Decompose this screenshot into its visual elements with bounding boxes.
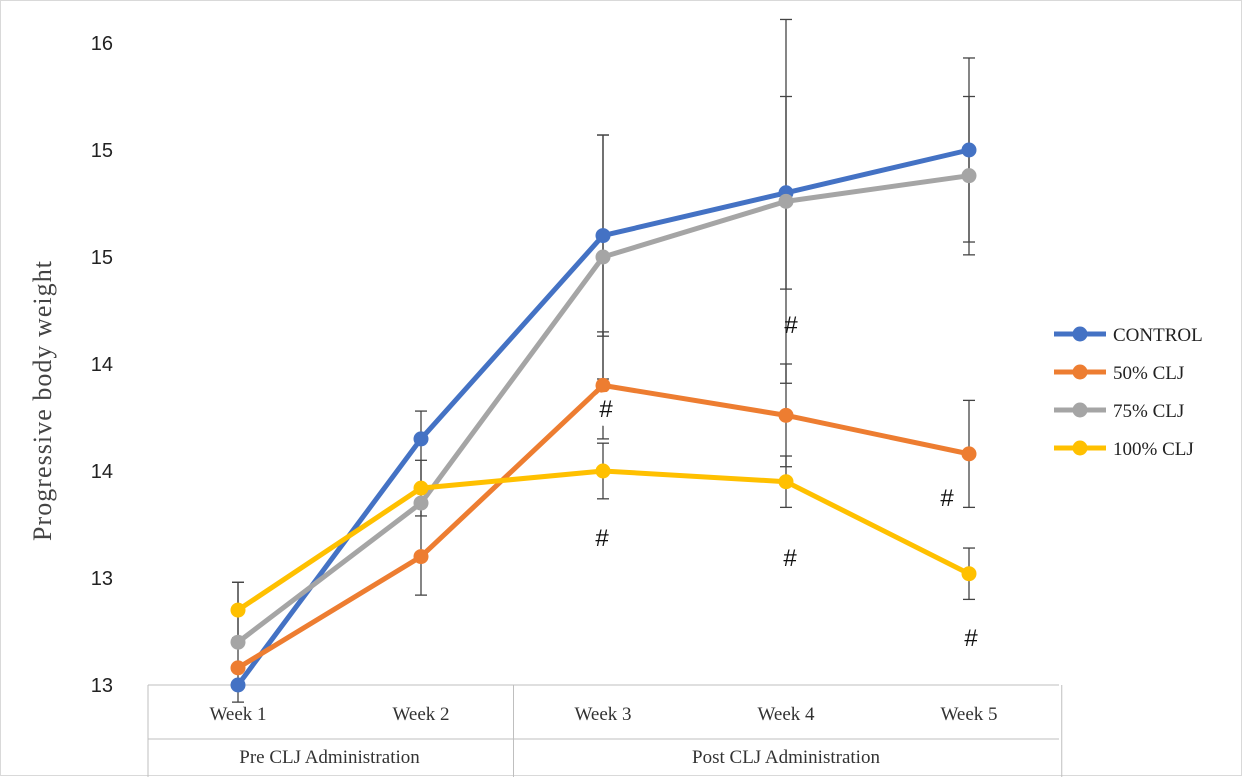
axis-layer: 13 13 14 14 15 15 16 Week 1 Week 2 Week 3 Week 4 We…: [91, 33, 1063, 777]
error-bars-layer: [232, 18, 975, 703]
legend-entry-label: 100% CLJ: [1113, 439, 1194, 460]
significance-mark: #: [783, 545, 797, 572]
significance-mark: #: [784, 312, 798, 339]
data-point: [230, 660, 246, 676]
data-point: [413, 495, 429, 511]
data-point: [595, 249, 611, 265]
legend-entry-label: 50% CLJ: [1113, 363, 1184, 384]
x-group-label: Pre CLJ Administration: [239, 747, 420, 768]
y-tick-label: 14: [91, 461, 113, 483]
legend: CONTROL 50% CLJ 75% CLJ 100% CLJ: [1054, 325, 1203, 460]
y-tick-label: 13: [91, 675, 113, 697]
annotation-backdrop: [589, 392, 623, 426]
y-tick-label: 16: [91, 33, 113, 55]
series-points-layer: [230, 142, 977, 693]
data-point: [961, 446, 977, 462]
significance-mark: #: [940, 485, 954, 512]
legend-entry-label: 75% CLJ: [1113, 401, 1184, 422]
data-point: [595, 463, 611, 479]
data-point: [413, 431, 429, 447]
significance-mark: #: [595, 525, 609, 552]
data-point: [413, 480, 429, 496]
y-tick-label: 13: [91, 568, 113, 590]
x-group-label: Post CLJ Administration: [692, 747, 880, 768]
y-tick-label: 14: [91, 354, 113, 376]
data-point: [230, 602, 246, 618]
legend-swatch-marker: [1072, 402, 1088, 418]
x-tick-label: Week 4: [757, 704, 815, 725]
data-point: [230, 677, 246, 693]
data-point: [961, 566, 977, 582]
x-tick-label: Week 5: [940, 704, 997, 725]
data-point: [230, 634, 246, 650]
data-point: [595, 228, 611, 244]
y-tick-label: 15: [91, 247, 113, 269]
x-tick-label: Week 2: [392, 704, 449, 725]
x-tick-label: Week 3: [574, 704, 631, 725]
y-tick-label: 15: [91, 140, 113, 162]
legend-swatch-marker: [1072, 326, 1088, 342]
legend-entry-label: CONTROL: [1113, 325, 1203, 346]
annotations-layer: # # # # # #: [589, 312, 978, 652]
significance-mark: #: [599, 396, 613, 423]
legend-swatch-marker: [1072, 440, 1088, 456]
data-point: [778, 407, 794, 423]
y-axis-label: Progressive body weight: [28, 260, 57, 541]
data-point: [961, 142, 977, 158]
legend-swatch-marker: [1072, 364, 1088, 380]
data-point: [595, 377, 611, 393]
data-point: [778, 474, 794, 490]
data-point: [961, 168, 977, 184]
significance-mark: #: [964, 625, 978, 652]
data-point: [778, 193, 794, 209]
x-tick-label: Week 1: [209, 704, 266, 725]
data-point: [413, 549, 429, 565]
